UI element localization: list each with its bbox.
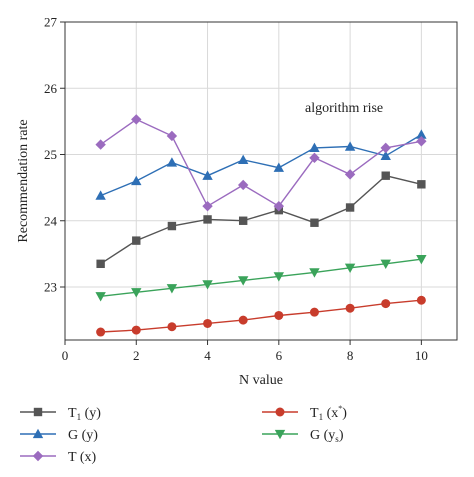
legend-label-gy: G (y) [68, 428, 98, 443]
legend-label-gys: G (ys) [310, 428, 344, 444]
y-tick-label-23: 23 [44, 280, 57, 295]
y-tick-label-24: 24 [44, 213, 58, 228]
data-point-tx-10 [416, 136, 427, 147]
data-point-gy-1 [95, 190, 106, 200]
data-point-gys-8 [344, 263, 356, 273]
data-point-gy-7 [309, 142, 320, 153]
data-point-gys-3 [166, 284, 178, 294]
series-gys [95, 255, 427, 302]
data-point-t1xs-5 [238, 315, 248, 325]
legend-item-gys: G (ys) [262, 428, 344, 444]
y-tick-label-25: 25 [44, 147, 57, 162]
data-point-t1y-3 [167, 221, 177, 231]
data-point-gys-4 [202, 280, 213, 290]
data-point-gy-4 [202, 170, 213, 180]
data-point-t1xs-10 [416, 295, 426, 305]
x-axis-label: N value [239, 373, 283, 388]
data-point-t1y-4 [203, 215, 212, 224]
series-gy [95, 129, 427, 200]
data-point-gy-6 [273, 162, 285, 172]
x-tick-label-0: 0 [62, 348, 69, 363]
data-point-gy-8 [344, 141, 356, 151]
x-tick-label-8: 8 [347, 348, 354, 363]
series-line-tx [100, 118, 422, 208]
data-point-gy-5 [237, 154, 249, 164]
data-point-t1y-9 [381, 171, 390, 180]
series-line-t1xs [100, 299, 422, 333]
legend-marker-t1y [33, 407, 43, 417]
data-point-t1xs-1 [96, 327, 106, 337]
data-point-t1xs-2 [131, 325, 141, 335]
data-point-t1xs-4 [203, 318, 213, 328]
data-point-tx-6 [273, 200, 285, 212]
legend-label-tx: T (x) [68, 450, 96, 465]
data-point-tx-4 [202, 200, 213, 212]
series-line-t1y [100, 174, 422, 265]
y-axis-label: Recommendation rate [16, 119, 31, 242]
data-point-tx-1 [95, 139, 106, 150]
data-point-t1y-10 [417, 180, 426, 189]
data-point-t1y-5 [238, 216, 248, 225]
series [95, 114, 427, 337]
legend-label-t1xs: T1 (x*) [310, 404, 347, 422]
series-t1xs [96, 295, 426, 337]
series-line-gys [100, 258, 422, 297]
data-point-t1y-7 [310, 218, 319, 227]
plot-frame [64, 21, 458, 341]
grid [64, 21, 457, 340]
data-point-gys-10 [416, 255, 427, 265]
data-point-gys-1 [95, 292, 106, 302]
legend-item-t1y: T1 (y) [20, 406, 101, 422]
data-point-tx-5 [237, 179, 249, 191]
legend-item-tx: T (x) [20, 450, 96, 465]
legend-label-t1y: T1 (y) [68, 406, 101, 422]
legend-marker-gys [274, 429, 286, 440]
data-point-tx-7 [309, 152, 320, 164]
data-point-tx-3 [166, 130, 178, 142]
x-tick-label-4: 4 [204, 348, 211, 363]
data-point-t1xs-3 [167, 322, 177, 332]
data-point-t1xs-9 [381, 299, 391, 309]
data-point-gys-9 [380, 259, 391, 270]
x-tick-label-10: 10 [415, 348, 428, 363]
axes [64, 21, 458, 341]
data-point-t1xs-7 [309, 307, 319, 317]
legend-marker-gy [32, 428, 44, 439]
data-point-gys-7 [309, 268, 320, 278]
series-tx [95, 114, 427, 212]
y-tick-label-27: 27 [44, 15, 58, 30]
data-point-t1y-8 [345, 203, 355, 212]
data-point-tx-8 [344, 169, 356, 180]
data-point-gys-6 [273, 272, 285, 282]
x-tick-label-2: 2 [133, 348, 140, 363]
legend-marker-t1xs [275, 407, 285, 417]
data-point-t1xs-8 [345, 303, 355, 313]
data-point-gys-2 [131, 288, 142, 298]
x-tick-label-6: 6 [276, 348, 283, 363]
annotation-algorithm-rise: algorithm rise [305, 101, 383, 116]
data-point-t1y-2 [132, 236, 141, 245]
data-point-t1y-1 [96, 259, 105, 269]
data-point-tx-9 [380, 142, 391, 154]
y-tick-label-26: 26 [44, 81, 58, 96]
data-point-t1xs-6 [274, 310, 284, 320]
legend-item-gy: G (y) [20, 428, 98, 443]
data-point-gy-3 [166, 157, 178, 167]
series-line-gy [100, 133, 422, 197]
series-t1y [96, 171, 426, 269]
legend-item-t1xs: T1 (x*) [262, 404, 347, 422]
data-point-gy-9 [380, 150, 391, 160]
data-point-gy-2 [131, 175, 142, 186]
data-point-gys-5 [237, 276, 249, 286]
data-point-tx-2 [131, 114, 142, 125]
legend-marker-tx [32, 450, 44, 462]
data-point-gy-10 [416, 129, 427, 139]
legend: T1 (y) G (y) T (x) T1 (x*) G (ys) [20, 404, 347, 465]
